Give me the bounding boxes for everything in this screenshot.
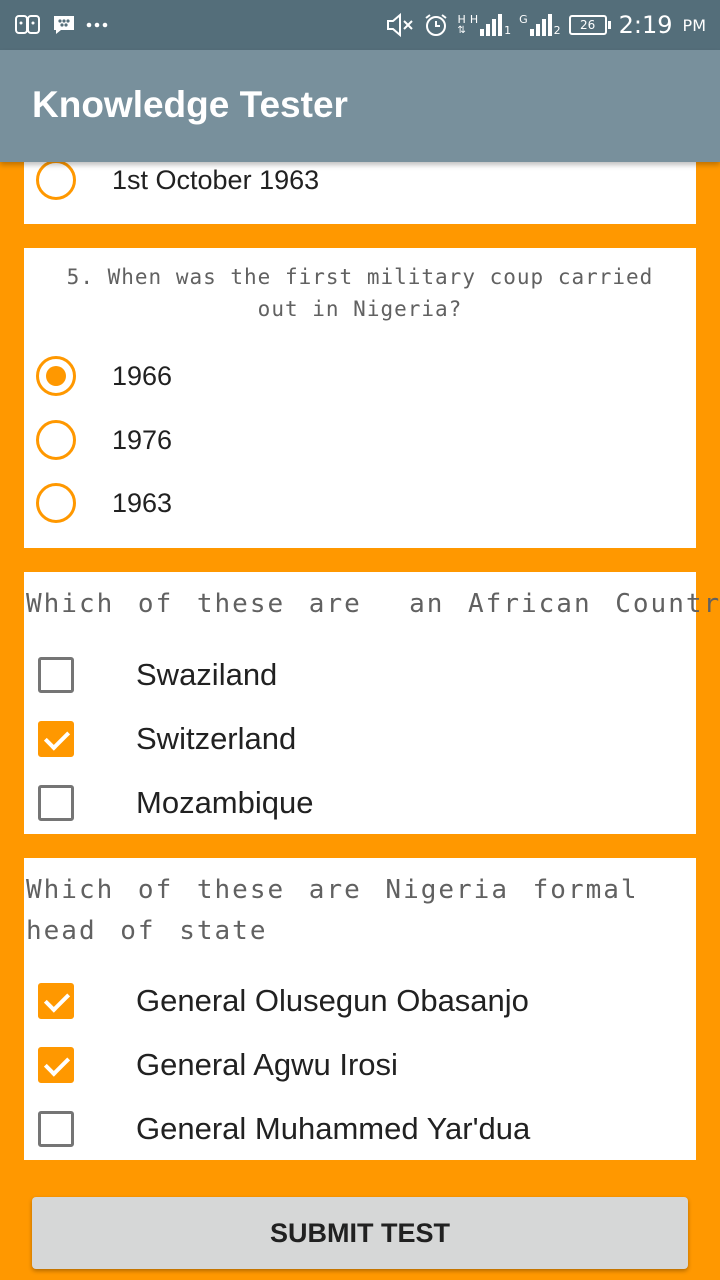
- net1-sub: H: [469, 13, 479, 26]
- signal-sim2-icon: G 2: [519, 14, 561, 36]
- checkbox[interactable]: [38, 1047, 74, 1083]
- question-text: Which of these are an African Country: [26, 589, 720, 619]
- submit-test-button[interactable]: SUBMIT TEST: [32, 1197, 688, 1269]
- bbm-icon: [52, 14, 76, 36]
- status-right-icons: H ⇅ H 1 G 2 26 2:19 PM: [385, 6, 706, 44]
- question-text: 5. When was the first military coup carr…: [66, 265, 654, 321]
- battery-icon: 26: [568, 15, 611, 35]
- radio-button[interactable]: [36, 356, 76, 396]
- option-label: Switzerland: [136, 721, 297, 756]
- battery-level: 26: [568, 15, 607, 35]
- option-label: 1966: [112, 360, 173, 391]
- mute-icon: [385, 12, 415, 38]
- checkbox-option[interactable]: General Olusegun Obasanjo: [24, 971, 696, 1031]
- question-card-african-country: Which of these are an African Country Sw…: [24, 572, 720, 834]
- radio-option[interactable]: 1963: [24, 473, 696, 533]
- radio-option[interactable]: 1976: [24, 410, 696, 470]
- alarm-icon: [423, 12, 449, 38]
- radio-button[interactable]: [36, 483, 76, 523]
- checkbox[interactable]: [38, 785, 74, 821]
- status-left-icons: [14, 10, 108, 40]
- checkbox-option[interactable]: General Muhammed Yar'dua: [24, 1099, 696, 1159]
- checkbox[interactable]: [38, 657, 74, 693]
- option-label: General Muhammed Yar'dua: [136, 1111, 531, 1146]
- checkbox-option[interactable]: Mozambique: [24, 773, 696, 833]
- checkbox[interactable]: [38, 721, 74, 757]
- signal-sim1-icon: H ⇅ H 1: [457, 13, 512, 37]
- radio-button[interactable]: [36, 420, 76, 460]
- face-icon: [14, 13, 42, 37]
- more-dots-icon: [86, 21, 108, 29]
- option-label: 1963: [112, 487, 173, 518]
- clock: 2:19: [618, 11, 673, 39]
- checkbox-option[interactable]: General Agwu Irosi: [24, 1035, 696, 1095]
- option-label: 1st October 1963: [112, 164, 320, 195]
- app-bar: Knowledge Tester: [0, 50, 720, 162]
- option-label: Swaziland: [136, 657, 278, 692]
- question-text: Which of these are Nigeria formal head o…: [26, 875, 639, 946]
- checkbox[interactable]: [38, 983, 74, 1019]
- net2-type: G: [519, 13, 528, 26]
- clock-ampm: PM: [682, 15, 706, 35]
- option-label: General Agwu Irosi: [136, 1047, 398, 1082]
- app-title: Knowledge Tester: [32, 84, 348, 125]
- sim1-label: 1: [504, 24, 512, 37]
- question-card-head-of-state: Which of these are Nigeria formal head o…: [24, 858, 696, 1160]
- question-card-5: 5. When was the first military coup carr…: [24, 248, 696, 548]
- radio-option[interactable]: 1966: [24, 346, 696, 406]
- option-label: General Olusegun Obasanjo: [136, 983, 529, 1018]
- checkbox-option[interactable]: Switzerland: [24, 709, 696, 769]
- option-label: 1976: [112, 424, 173, 455]
- sim2-label: 2: [553, 24, 561, 37]
- checkbox-option[interactable]: Swaziland: [24, 645, 696, 705]
- status-bar: H ⇅ H 1 G 2 26 2:19 PM: [0, 0, 720, 50]
- option-label: Mozambique: [136, 785, 314, 820]
- radio-button[interactable]: [36, 160, 76, 200]
- checkbox[interactable]: [38, 1111, 74, 1147]
- net1-type: H: [457, 13, 466, 26]
